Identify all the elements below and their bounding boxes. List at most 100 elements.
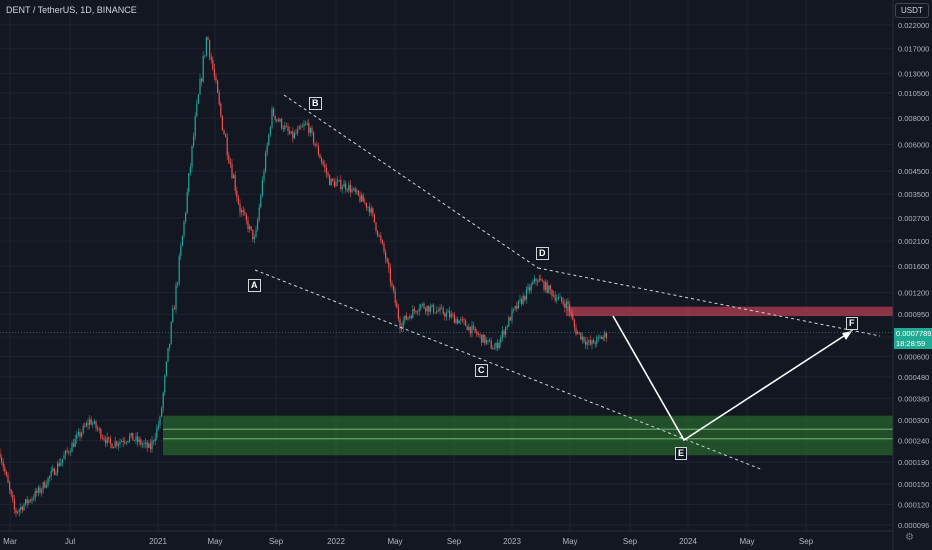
candle-body [266, 145, 268, 153]
candle-body [514, 305, 516, 309]
candle-body [53, 468, 55, 475]
y-tick-label: 0.001600 [898, 262, 929, 271]
candle-body [223, 130, 225, 135]
candle-body [173, 308, 175, 310]
candle-body [317, 145, 319, 155]
candle-body [15, 509, 17, 513]
candle-body [500, 336, 502, 343]
candle-body [105, 439, 107, 444]
candle-body [586, 341, 588, 345]
candle-body [191, 145, 193, 168]
candle-body [545, 282, 547, 290]
candle-body [2, 462, 4, 468]
candle-body [439, 307, 441, 312]
candle-body [242, 210, 244, 213]
y-tick-label: 0.000190 [898, 458, 929, 467]
candle-body [241, 210, 243, 213]
candle-body [337, 180, 339, 183]
candle-body [327, 173, 329, 176]
candle-body [561, 296, 563, 302]
candle-body [306, 123, 308, 125]
candle-body [362, 195, 364, 202]
projection-path [612, 315, 851, 442]
candle-body [73, 443, 75, 447]
candle-body [498, 342, 500, 349]
candle-body [597, 336, 599, 338]
candle-body [389, 268, 391, 283]
candle-body [506, 326, 508, 328]
candle-body [394, 291, 396, 303]
candle-body [92, 423, 94, 425]
x-tick-label: 2022 [327, 537, 345, 546]
y-tick-label: 0.000300 [898, 416, 929, 425]
candle-body [217, 80, 219, 93]
candle-body [268, 134, 270, 146]
candle-body [229, 162, 231, 164]
candle-body [570, 312, 572, 315]
candle-body [333, 180, 335, 187]
candle-body [76, 435, 78, 440]
candle-body [228, 155, 230, 163]
candle-body [138, 439, 140, 443]
candle-body [255, 229, 257, 237]
candle-body [527, 287, 529, 290]
candle-body [345, 183, 347, 190]
candle-body [301, 126, 303, 128]
candle-body [458, 320, 460, 324]
candle-body [292, 131, 294, 139]
candle-body [274, 115, 276, 120]
candle-body [119, 441, 121, 444]
candle-body [97, 428, 99, 430]
waypoint-e: E [675, 447, 688, 460]
candle-body [437, 310, 439, 312]
candle-body [116, 441, 118, 446]
candle-body [98, 428, 100, 430]
candle-body [52, 468, 54, 471]
candle-body [311, 128, 313, 133]
candle-body [442, 308, 444, 314]
candle-body [593, 340, 595, 344]
candle-body [511, 310, 513, 321]
candle-body [295, 132, 297, 134]
y-tick-label: 0.000600 [898, 352, 929, 361]
candle-body [205, 37, 207, 56]
candle-body [487, 339, 489, 341]
candle-body [202, 56, 204, 82]
candle-body [412, 309, 414, 319]
candle-body [346, 189, 348, 191]
candle-body [289, 131, 291, 134]
candle-body [226, 136, 228, 156]
candle-body [25, 499, 27, 505]
candle-body [103, 438, 105, 440]
candle-body [233, 175, 235, 179]
candle-body [449, 311, 451, 318]
candle-body [194, 116, 196, 137]
candle-body [281, 119, 283, 128]
candle-body [332, 178, 334, 181]
candle-body [460, 319, 462, 321]
candle-body [65, 450, 67, 456]
candle-body [4, 467, 6, 472]
candle-body [325, 167, 327, 174]
candle-body [9, 482, 11, 490]
candle-body [546, 282, 548, 293]
candle-body [529, 287, 531, 291]
candle-body [47, 477, 49, 486]
candle-body [516, 305, 518, 309]
currency-badge[interactable]: USDT [895, 3, 929, 18]
candle-body [17, 511, 19, 513]
candle-body [492, 348, 494, 350]
candle-body [165, 361, 167, 376]
last-price-label: 0.0007789 [894, 328, 932, 339]
gear-icon[interactable]: ⚙ [905, 532, 914, 543]
candle-body [309, 128, 311, 134]
candle-body [343, 183, 345, 188]
candle-body [385, 251, 387, 259]
candle-body [196, 103, 198, 117]
candle-body [193, 136, 195, 146]
candle-body [356, 190, 358, 192]
candle-body [63, 455, 65, 459]
candle-body [396, 302, 398, 308]
candle-body [111, 443, 113, 449]
